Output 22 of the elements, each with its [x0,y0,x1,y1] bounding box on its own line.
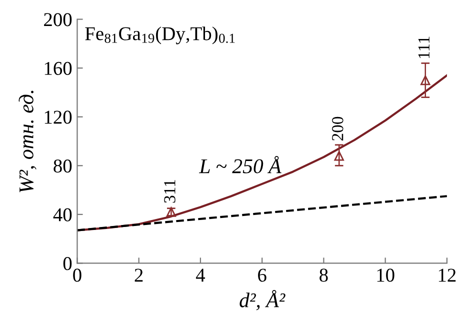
annotation: L ~ 250 Å [198,156,282,174]
x-axis-title: d², Å² [240,290,286,310]
y-tick-label: 40 [53,208,72,222]
x-tick-label: 10 [377,268,394,282]
annotation: 111 [418,36,430,58]
y-tick-label: 80 [54,159,72,173]
x-tick-label: 2 [134,268,143,282]
x-tick-label: 4 [196,268,206,282]
y-tick-label: 200 [44,13,72,26]
y-tick-label: 160 [44,62,72,75]
annotation: Fe$_{81}$Ga$_{19}$(Dy,Tb)$_{0.1}$ [85,26,235,44]
point [420,75,430,86]
point [334,151,344,161]
x-tick-label: 6 [258,268,266,282]
annotation: 200 [332,116,344,141]
annotation: 311 [164,180,176,203]
x-tick-label: 8 [320,268,328,282]
x-tick-label: 0 [73,268,82,282]
x-tick-label: 12 [438,268,456,282]
y-tick-label: 0 [63,257,72,270]
y-axis-title: W², отн. ед. [18,90,36,192]
y-tick-label: 120 [44,110,72,124]
